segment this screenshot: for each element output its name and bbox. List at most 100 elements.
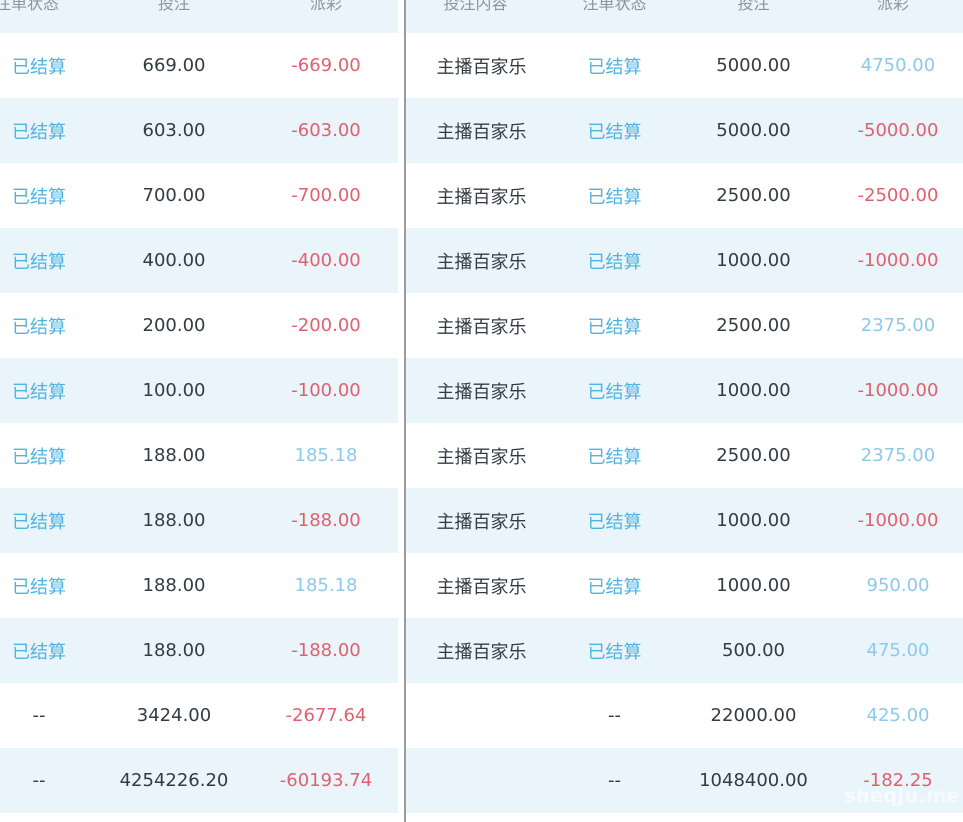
cell-status: 已结算 [12, 251, 66, 273]
cell-payout: -188.00 [291, 640, 361, 661]
cell-status: 已结算 [587, 186, 642, 208]
cell-payout: 2375.00 [860, 315, 936, 336]
cell-status: -- [32, 705, 46, 726]
cell-payout: -1000.00 [857, 250, 939, 271]
cell-payout: 185.18 [294, 445, 358, 466]
bet-row: 主播百家乐 已结算 5000.00 4750.00 [406, 33, 963, 98]
bet-row: 已结算 400.00 -400.00 [0, 228, 398, 293]
cell-payout: -2677.64 [285, 705, 367, 726]
cell-status: 已结算 [587, 56, 642, 78]
cell-status: 已结算 [587, 576, 642, 598]
bet-row: 主播百家乐 已结算 2500.00 2375.00 [406, 423, 963, 488]
cell-payout: -1000.00 [857, 380, 939, 401]
cell-status: 已结算 [587, 121, 642, 143]
cell-content: 主播百家乐 [436, 576, 527, 598]
cell-payout: 185.18 [294, 575, 358, 596]
cell-bet: 22000.00 [710, 705, 797, 726]
cell-status: -- [608, 770, 621, 791]
cell-status: 已结算 [12, 381, 66, 403]
bet-row: 主播百家乐 已结算 1000.00 -1000.00 [406, 228, 963, 293]
bet-row: 已结算 700.00 -700.00 [0, 163, 398, 228]
header-row: 注单状态 投注 派彩 [0, 0, 398, 33]
cell-content: 主播百家乐 [436, 186, 527, 208]
cell-payout: -100.00 [291, 380, 361, 401]
cell-bet: 1048400.00 [699, 770, 808, 791]
bet-row: 已结算 188.00 -188.00 [0, 488, 398, 553]
column-header-payout: 派彩 [876, 0, 909, 13]
cell-bet: 2500.00 [716, 185, 791, 206]
cell-status: 已结算 [12, 316, 66, 338]
header-row: 投注内容 注单状态 投注 派彩 [406, 0, 963, 33]
cell-status: -- [608, 705, 621, 726]
bet-row: 已结算 603.00 -603.00 [0, 98, 398, 163]
cell-status: 已结算 [12, 511, 66, 533]
cell-bet: 2500.00 [716, 445, 791, 466]
cell-bet: 669.00 [142, 55, 206, 76]
cell-bet: 2500.00 [716, 315, 791, 336]
bet-row: 已结算 669.00 -669.00 [0, 33, 398, 98]
bet-row: 主播百家乐 已结算 1000.00 -1000.00 [406, 488, 963, 553]
cell-status: 已结算 [587, 316, 642, 338]
cell-payout: -60193.74 [279, 770, 373, 791]
column-header-bet: 投注 [737, 0, 770, 13]
cell-content: 主播百家乐 [436, 121, 527, 143]
summary-row: -- 4254226.20 -60193.74 [0, 748, 398, 813]
cell-bet: 5000.00 [716, 120, 791, 141]
bet-table-right: 投注内容 注单状态 投注 派彩 主播百家乐 已结算 5000.00 4750.00 主播百家乐… [406, 0, 963, 822]
cell-bet: 1000.00 [716, 250, 791, 271]
bet-table-right-header: 投注内容 注单状态 投注 派彩 [406, 0, 963, 33]
cell-bet: 188.00 [142, 510, 206, 531]
bet-table-left: 注单状态 投注 派彩 已结算 669.00 -669.00 已结算 603.00 -603.0… [0, 0, 398, 822]
cell-payout: 2375.00 [860, 445, 936, 466]
bet-row: 已结算 188.00 185.18 [0, 423, 398, 488]
cell-status: -- [32, 770, 46, 791]
cell-payout: -700.00 [291, 185, 361, 206]
cell-status: 已结算 [12, 446, 66, 468]
cell-status: 已结算 [587, 251, 642, 273]
cell-bet: 5000.00 [716, 55, 791, 76]
cell-bet: 188.00 [142, 575, 206, 596]
cell-content: 主播百家乐 [436, 251, 527, 273]
cell-content: 主播百家乐 [436, 641, 527, 663]
summary-row: -- 22000.00 425.00 [406, 683, 963, 748]
cell-bet: 1000.00 [716, 575, 791, 596]
cell-status: 已结算 [12, 576, 66, 598]
cell-payout: -5000.00 [857, 120, 939, 141]
cell-payout: 475.00 [866, 640, 930, 661]
bet-table-left-header: 注单状态 投注 派彩 [0, 0, 398, 33]
cell-bet: 603.00 [142, 120, 206, 141]
bet-row: 主播百家乐 已结算 1000.00 -1000.00 [406, 358, 963, 423]
cell-bet: 700.00 [142, 185, 206, 206]
cell-status: 已结算 [587, 446, 642, 468]
cell-bet: 3424.00 [136, 705, 212, 726]
bet-row: 主播百家乐 已结算 2500.00 2375.00 [406, 293, 963, 358]
cell-bet: 100.00 [142, 380, 206, 401]
cell-status: 已结算 [587, 511, 642, 533]
cell-content: 主播百家乐 [436, 381, 527, 403]
cell-status: 已结算 [12, 56, 66, 78]
bet-row: 已结算 200.00 -200.00 [0, 293, 398, 358]
cell-status: 已结算 [587, 641, 642, 663]
bet-row: 主播百家乐 已结算 1000.00 950.00 [406, 553, 963, 618]
column-header-payout: 派彩 [309, 0, 342, 13]
bet-row: 主播百家乐 已结算 2500.00 -2500.00 [406, 163, 963, 228]
cell-status: 已结算 [12, 641, 66, 663]
cell-status: 已结算 [12, 121, 66, 143]
cell-bet: 1000.00 [716, 510, 791, 531]
cell-payout: -669.00 [291, 55, 361, 76]
cell-bet: 188.00 [142, 640, 206, 661]
cell-bet: 188.00 [142, 445, 206, 466]
column-header-bet: 投注 [157, 0, 190, 13]
bet-row: 已结算 100.00 -100.00 [0, 358, 398, 423]
cell-payout: -200.00 [291, 315, 361, 336]
cell-bet: 500.00 [722, 640, 785, 661]
cell-payout: -188.00 [291, 510, 361, 531]
cell-payout: -2500.00 [857, 185, 939, 206]
cell-bet: 4254226.20 [119, 770, 229, 791]
bet-row: 已结算 188.00 -188.00 [0, 618, 398, 683]
cell-content: 主播百家乐 [436, 446, 527, 468]
summary-row: -- 1048400.00 -182.25 [406, 748, 963, 813]
cell-payout: 4750.00 [860, 55, 936, 76]
column-header-content: 投注内容 [443, 0, 508, 13]
